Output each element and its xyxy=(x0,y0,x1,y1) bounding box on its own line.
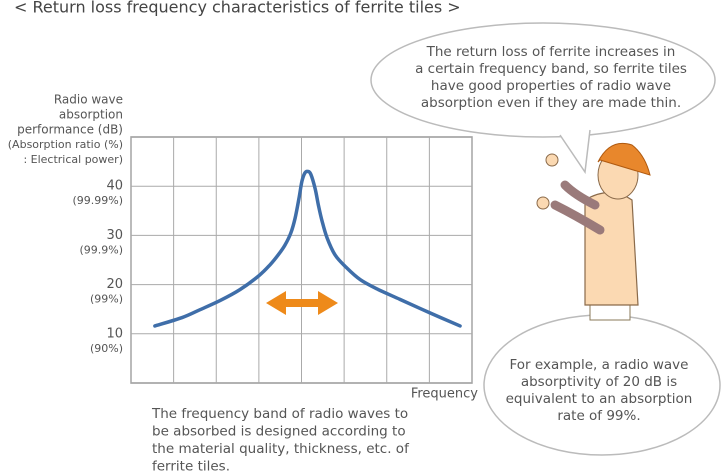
bubble-text: rate of 99%. xyxy=(557,408,640,424)
bubble-text: The return loss of ferrite increases in xyxy=(426,44,676,60)
y-tick-label: 20 xyxy=(106,277,123,292)
bubble-text: a certain frequency band, so ferrite til… xyxy=(415,61,687,77)
arrow-shaft xyxy=(282,299,324,307)
character xyxy=(536,142,651,321)
y-tick-label: 40 xyxy=(106,179,123,194)
y-axis-label: absorption xyxy=(59,108,123,122)
caption: the material quality, thickness, etc. of xyxy=(152,441,410,457)
y-tick-sublabel: (99.9%) xyxy=(79,243,123,256)
line-series xyxy=(153,169,462,328)
band-arrow xyxy=(266,291,338,315)
x-axis-label: Frequency xyxy=(411,387,478,402)
bubble-text: equivalent to an absorption xyxy=(506,391,693,407)
chart-title: < Return loss frequency characteristics … xyxy=(14,0,461,17)
caption: The frequency band of radio waves to xyxy=(151,406,408,422)
speech-bubble xyxy=(370,22,716,138)
y-tick-sublabel: (99.99%) xyxy=(72,194,123,207)
character-body xyxy=(584,191,639,306)
y-axis-label: Radio wave xyxy=(54,93,123,107)
y-tick-sublabel: (99%) xyxy=(90,293,123,306)
y-tick-label: 10 xyxy=(106,326,123,341)
character-arm xyxy=(560,180,600,210)
bubble-text: absorptivity of 20 dB is xyxy=(521,374,677,390)
y-axis-label: : Electrical power) xyxy=(23,153,123,166)
character-hand xyxy=(545,153,559,167)
character-arm xyxy=(550,200,605,235)
arrow-head xyxy=(318,291,338,315)
bubble-text: For example, a radio wave xyxy=(510,357,689,373)
bubble-text: have good properties of radio wave xyxy=(431,78,671,94)
bubble-text: absorption even if they are made thin. xyxy=(421,95,681,111)
character-cap xyxy=(597,142,651,176)
y-tick-label: 30 xyxy=(106,228,123,243)
y-axis-label: (Absorption ratio (%) xyxy=(8,138,123,151)
bubble-tail xyxy=(559,129,591,175)
caption: be absorbed is designed according to xyxy=(152,424,406,440)
caption: ferrite tiles. xyxy=(152,459,230,475)
y-tick-sublabel: (90%) xyxy=(90,342,123,355)
arrow-head xyxy=(266,291,286,315)
y-axis-label: performance (dB) xyxy=(17,123,123,137)
character-hand xyxy=(536,196,550,210)
